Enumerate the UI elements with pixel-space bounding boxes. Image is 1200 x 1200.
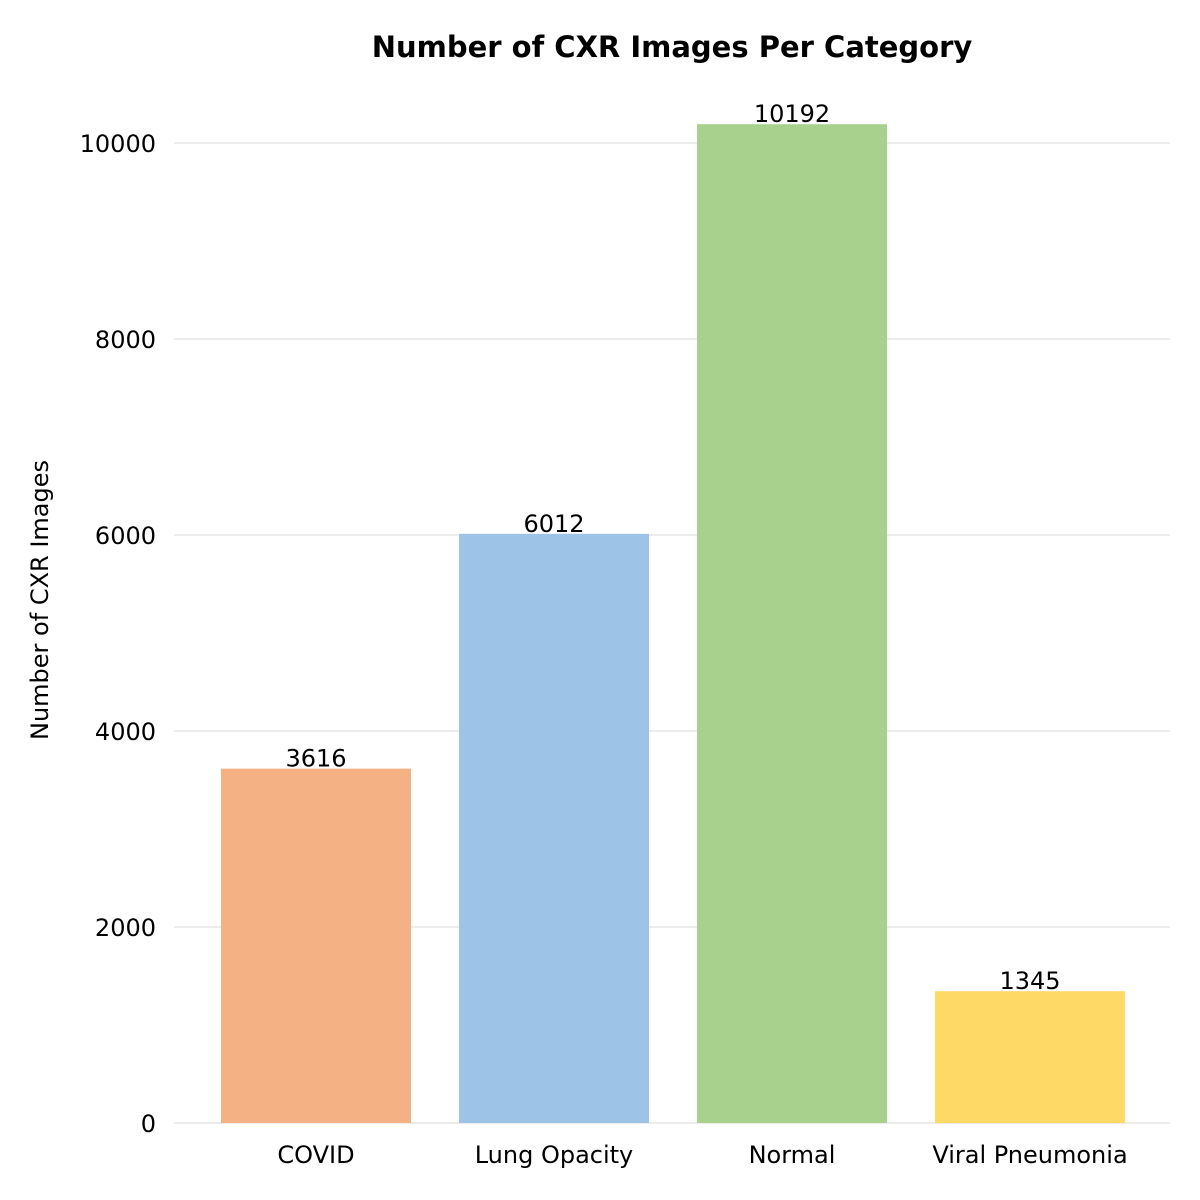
- x-axis-ticks: COVID Lung Opacity Normal Viral Pneumonia: [277, 1141, 1127, 1169]
- y-tick-label: 4000: [95, 718, 156, 746]
- data-label: 10192: [754, 100, 830, 128]
- bar-viral-pneumonia: [935, 991, 1125, 1123]
- y-tick-label: 6000: [95, 522, 156, 550]
- x-tick-label: COVID: [277, 1141, 354, 1169]
- x-tick-label: Normal: [749, 1141, 836, 1169]
- data-label: 1345: [999, 967, 1060, 995]
- y-tick-label: 0: [141, 1110, 156, 1138]
- bars: [221, 124, 1125, 1123]
- y-tick-label: 8000: [95, 326, 156, 354]
- bar-normal: [697, 124, 887, 1123]
- y-tick-label: 2000: [95, 914, 156, 942]
- x-tick-label: Viral Pneumonia: [932, 1141, 1127, 1169]
- data-label: 6012: [523, 510, 584, 538]
- data-label: 3616: [285, 745, 346, 773]
- data-labels: 3616 6012 10192 1345: [285, 100, 1060, 995]
- y-axis-label: Number of CXR Images: [26, 460, 54, 740]
- bar-lung-opacity: [459, 533, 649, 1123]
- chart-title: Number of CXR Images Per Category: [372, 30, 973, 64]
- y-axis-ticks: 0 2000 4000 6000 8000 10000: [80, 130, 156, 1138]
- y-tick-label: 10000: [80, 130, 156, 158]
- x-tick-label: Lung Opacity: [475, 1141, 634, 1169]
- bar-covid: [221, 768, 411, 1123]
